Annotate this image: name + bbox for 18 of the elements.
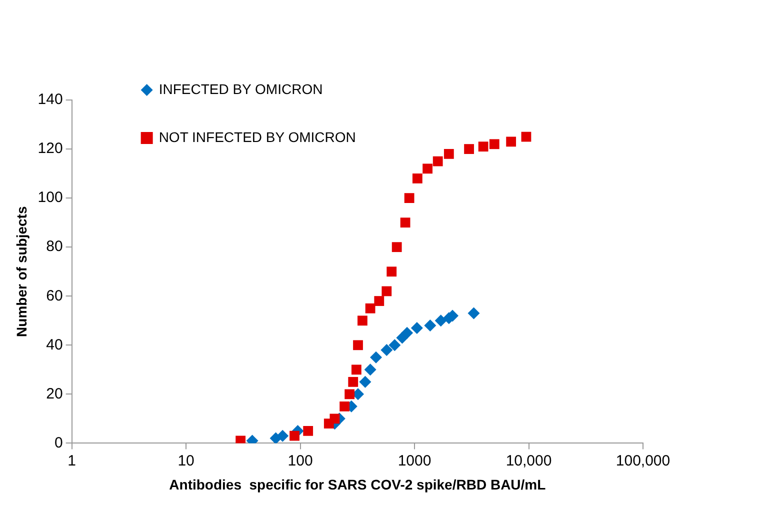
legend-label: NOT INFECTED BY OMICRON xyxy=(158,128,356,145)
y-tick-label: 20 xyxy=(46,385,63,402)
x-tick-label: 100 xyxy=(288,452,313,470)
y-tick-label: 120 xyxy=(38,140,63,158)
x-tick-label: 1 xyxy=(68,452,76,470)
y-tick-label: 60 xyxy=(46,287,63,304)
x-tick-label: 10,000 xyxy=(506,452,552,470)
x-tick-label: 100,000 xyxy=(616,452,670,470)
y-tick-label: 40 xyxy=(46,336,63,354)
y-axis-title: Number of subjects xyxy=(13,206,30,337)
x-axis-title: Antibodies specific for SARS COV-2 spike/RBD BAU/mL xyxy=(169,476,546,492)
legend-label: INFECTED BY OMICRON xyxy=(158,80,323,97)
x-tick-label: 1000 xyxy=(398,452,432,470)
y-tick-label: 0 xyxy=(54,434,63,452)
y-tick-label: 100 xyxy=(38,189,63,206)
y-tick-label: 140 xyxy=(38,91,63,108)
y-tick-label: 80 xyxy=(46,238,63,256)
x-tick-label: 10 xyxy=(178,452,194,470)
